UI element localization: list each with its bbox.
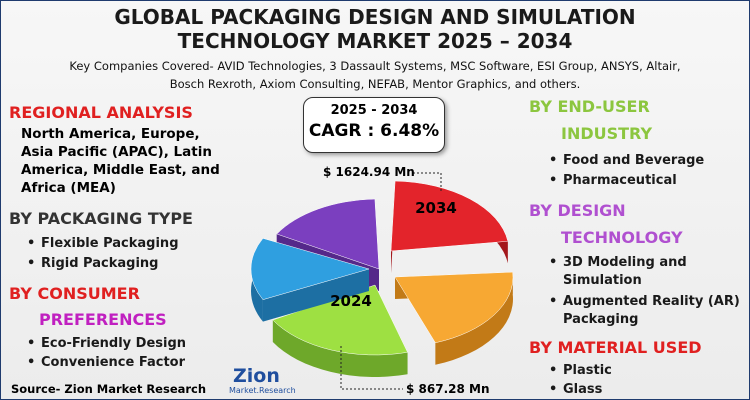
item: Flexible Packaging [27, 236, 178, 251]
pie-slice [272, 284, 408, 356]
heading: TECHNOLOGY [561, 228, 683, 247]
region-text: North America, Europe, Asia Pacific (APA… [21, 126, 220, 196]
item: Augmented Reality (AR) Packaging [549, 293, 743, 329]
pie-slice [250, 238, 370, 300]
leader [413, 172, 442, 191]
cagr-value: CAGR : 6.48% [308, 121, 440, 141]
heading: BY PACKAGING TYPE [9, 209, 193, 228]
logo-tagline: Market.Research [229, 386, 296, 395]
title: TECHNOLOGY MARKET 2025 – 2034 [177, 29, 573, 53]
item: Glass [549, 382, 603, 397]
callout: $ 867.28 Mn [406, 382, 490, 396]
title: GLOBAL PACKAGING DESIGN AND SIMULATION [114, 5, 636, 29]
pie-slice [276, 198, 380, 270]
item: 3D Modeling and Simulation [549, 254, 743, 290]
heading: INDUSTRY [561, 124, 653, 143]
heading: REGIONAL ANALYSIS [9, 103, 193, 122]
item: Convenience Factor [27, 355, 185, 370]
pie-slice [390, 180, 509, 252]
leader [340, 346, 403, 390]
heading: BY CONSUMER [9, 284, 140, 303]
pie-slice [394, 271, 514, 344]
item: Rigid Packaging [27, 256, 159, 271]
cagr-period: 2025 - 2034 [330, 103, 418, 118]
subtitle: Bosch Rexroth, Axiom Consulting, NEFAB, … [169, 77, 581, 91]
heading: PREFERENCES [39, 310, 167, 329]
item: Pharmaceutical [549, 173, 677, 188]
item: Plastic [549, 363, 612, 378]
pie-label: 2034 [415, 199, 457, 217]
subtitle: Key Companies Covered- AVID Technologies… [69, 59, 681, 73]
callout: $ 1624.94 Mn [323, 165, 415, 179]
heading: BY DESIGN [529, 201, 626, 220]
heading: BY END-USER [529, 97, 650, 116]
pie-label: 2024 [330, 292, 372, 310]
source: Source- Zion Market Research [11, 382, 207, 396]
logo: Zion [233, 365, 280, 387]
heading: BY MATERIAL USED [529, 338, 702, 357]
item: Eco-Friendly Design [27, 336, 186, 351]
item: Food and Beverage [549, 153, 704, 168]
pie-side [262, 269, 369, 322]
cagr-box: 2025 - 2034 CAGR : 6.48% [303, 97, 445, 153]
